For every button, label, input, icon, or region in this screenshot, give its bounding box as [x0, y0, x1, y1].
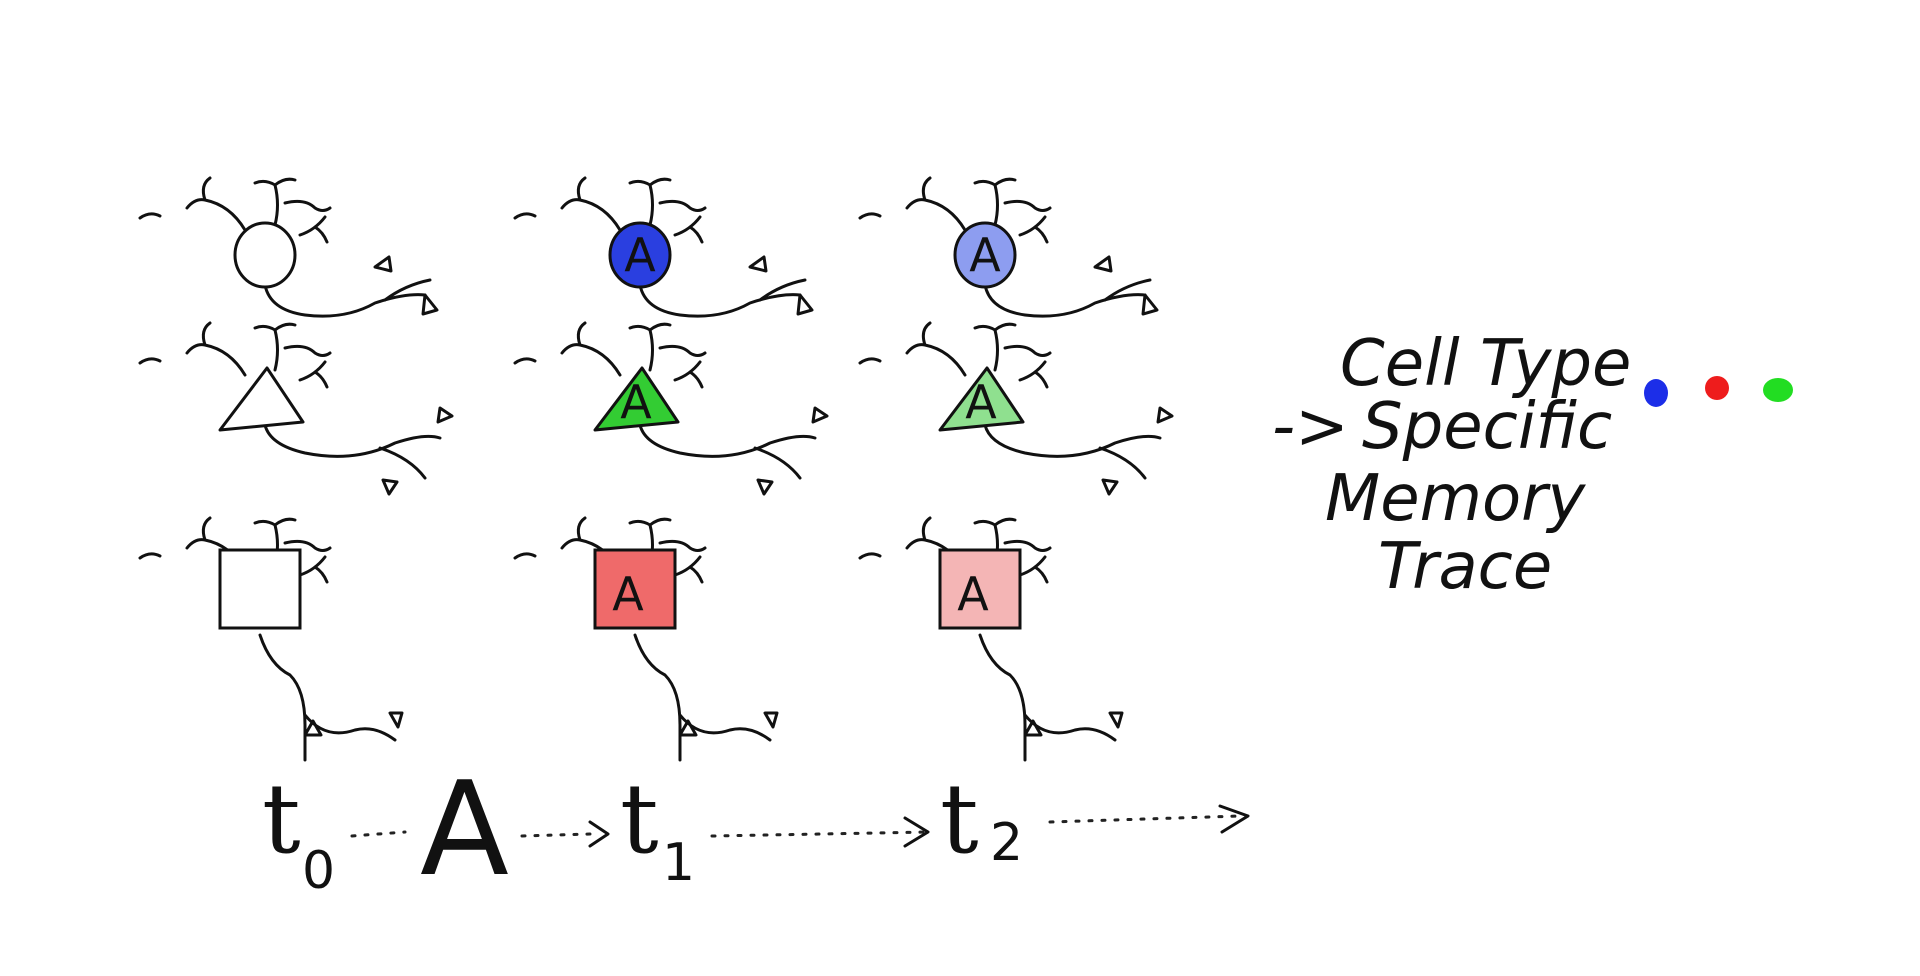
- circle-cell-t1: A: [513, 176, 814, 318]
- axon-terminal: [811, 406, 829, 424]
- dendrite: [973, 322, 1052, 372]
- cell-body-square: [593, 548, 677, 630]
- axon-terminal: [756, 478, 774, 496]
- cell-label-A: A: [612, 567, 644, 621]
- triangle-cell-t0: [138, 321, 454, 496]
- cell-body-triangle: [938, 366, 1025, 432]
- cell-body-circle: [608, 221, 672, 289]
- cell-label-A: A: [624, 228, 656, 282]
- dendrite: [298, 215, 329, 244]
- timeline-dash-1: [350, 830, 407, 838]
- legend-dots: [1644, 376, 1793, 407]
- dendrite: [673, 215, 704, 244]
- axon-terminal: [1108, 711, 1124, 729]
- timeline-arrowhead-2: [903, 816, 930, 848]
- timeline-arrowhead-3: [1218, 804, 1250, 834]
- dendrite: [973, 177, 1052, 227]
- t2-subscript: 2: [990, 813, 1023, 873]
- timeline-dash-4: [1048, 814, 1242, 824]
- axon-terminal: [1023, 719, 1043, 737]
- axon-terminal: [1093, 255, 1113, 273]
- dendrite: [298, 555, 329, 584]
- cell-body-circle: [233, 221, 297, 289]
- cell-body-square: [938, 548, 1022, 630]
- axon: [263, 278, 432, 318]
- axon-terminal: [436, 406, 454, 424]
- note-arrow: ->: [1272, 390, 1349, 464]
- circle-cell-t0: [138, 176, 439, 318]
- t1-label: t: [620, 763, 659, 875]
- square-cell-t0: [138, 516, 404, 762]
- axon-terminal: [796, 293, 814, 316]
- dendrite: [513, 321, 622, 377]
- note-line-1: Cell Type: [1340, 327, 1631, 401]
- cell-label-A: A: [965, 375, 997, 429]
- axon: [638, 423, 817, 480]
- axon: [638, 278, 807, 318]
- stimulus-label: A: [420, 753, 509, 905]
- t0-label: t: [262, 763, 301, 875]
- dendrite: [1018, 555, 1049, 584]
- dendrite: [513, 176, 622, 232]
- dendrite: [673, 360, 704, 389]
- square-cell-t2: A: [858, 516, 1124, 762]
- note-line-4: Trace: [1378, 530, 1552, 604]
- dendrite: [253, 322, 332, 372]
- axon-terminal: [763, 711, 779, 729]
- axon-terminal: [1101, 478, 1119, 496]
- dendrite: [1018, 360, 1049, 389]
- cell-body-triangle: [593, 366, 680, 432]
- axon: [978, 633, 1117, 762]
- square-cell-t1: A: [513, 516, 779, 762]
- axon-terminal: [1141, 293, 1159, 316]
- triangle-cell-t2: A: [858, 321, 1174, 496]
- circle-cell-t2: A: [858, 176, 1159, 318]
- cell-body-square: [218, 548, 302, 630]
- green-dot-icon: [1763, 378, 1793, 402]
- axon: [983, 423, 1162, 480]
- dendrite: [673, 555, 704, 584]
- blue-dot-icon: [1644, 379, 1668, 407]
- axon-terminal: [303, 719, 323, 737]
- axon-terminal: [1156, 406, 1174, 424]
- axon: [258, 633, 397, 762]
- dendrite: [138, 176, 247, 232]
- neuron-grid: A A A A A A: [138, 176, 1174, 762]
- axon: [633, 633, 772, 762]
- timeline-dash-2: [520, 832, 592, 838]
- timeline-arrowhead-1: [588, 820, 610, 848]
- axon-terminal: [748, 255, 768, 273]
- note-line-3: Memory: [1325, 462, 1586, 536]
- axon-terminal: [373, 255, 393, 273]
- dendrite: [1018, 215, 1049, 244]
- dendrite: [138, 321, 247, 377]
- cell-body-circle: [953, 221, 1017, 289]
- axon: [983, 278, 1152, 318]
- t2-label: t: [940, 763, 979, 875]
- timeline: t 0 A t 1 t 2: [262, 753, 1250, 905]
- dendrite: [298, 360, 329, 389]
- cell-label-A: A: [620, 375, 652, 429]
- timeline-dash-3: [710, 830, 932, 838]
- axon-terminal: [421, 293, 439, 316]
- axon-terminal: [388, 711, 404, 729]
- axon-terminal: [381, 478, 399, 496]
- dendrite: [253, 177, 332, 227]
- cell-label-A: A: [969, 228, 1001, 282]
- dendrite: [628, 322, 707, 372]
- dendrite: [628, 177, 707, 227]
- dendrite: [858, 321, 967, 377]
- red-dot-icon: [1705, 376, 1729, 400]
- cell-label-A: A: [957, 567, 989, 621]
- cell-body-triangle: [218, 366, 305, 432]
- triangle-cell-t1: A: [513, 321, 829, 496]
- dendrite: [858, 176, 967, 232]
- axon: [263, 423, 442, 480]
- memory-trace-note: Cell Type -> Specific Memory Trace: [1272, 327, 1631, 604]
- t0-subscript: 0: [302, 841, 335, 901]
- axon-terminal: [678, 719, 698, 737]
- t1-subscript: 1: [662, 833, 695, 893]
- note-line-2: Specific: [1362, 390, 1612, 464]
